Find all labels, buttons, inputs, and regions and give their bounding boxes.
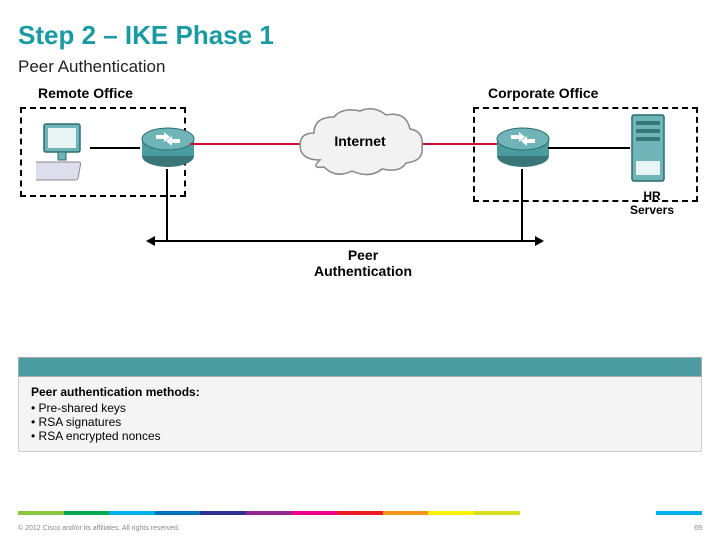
corp-down-line: [521, 169, 523, 241]
slide-title: Step 2 – IKE Phase 1: [18, 20, 702, 51]
remote-router-icon: [138, 119, 198, 179]
slide-subtitle: Peer Authentication: [18, 57, 702, 77]
pc-icon: [36, 122, 96, 192]
info-panel: Peer authentication methods: Pre-shared …: [18, 357, 702, 452]
remote-down-line: [166, 169, 168, 241]
internet-label: Internet: [330, 133, 390, 149]
copyright-text: © 2012 Cisco and/or its affiliates. All …: [18, 525, 180, 532]
corp-lan-line: [548, 147, 630, 149]
info-item: RSA encrypted nonces: [31, 429, 689, 443]
hr-servers-label: HR Servers: [628, 189, 676, 217]
arrow-left: [146, 236, 155, 246]
info-list: Pre-shared keys RSA signatures RSA encry…: [31, 401, 689, 443]
page-number: 69: [694, 525, 702, 532]
info-item: RSA signatures: [31, 415, 689, 429]
remote-office-label: Remote Office: [38, 85, 133, 101]
arrow-line: [155, 240, 535, 242]
info-item: Pre-shared keys: [31, 401, 689, 415]
server-icon: [626, 111, 672, 194]
arrow-right: [535, 236, 544, 246]
wan-link-left: [190, 143, 303, 145]
corporate-office-label: Corporate Office: [488, 85, 598, 101]
info-heading: Peer authentication methods:: [31, 385, 200, 399]
peer-auth-label: Peer Authentication: [308, 247, 418, 279]
network-diagram: Remote Office Corporate Office: [18, 87, 702, 287]
info-body: Peer authentication methods: Pre-shared …: [18, 377, 702, 452]
info-header-bar: [18, 357, 702, 377]
footer: © 2012 Cisco and/or its affiliates. All …: [18, 525, 702, 532]
corporate-router-icon: [493, 119, 553, 179]
footer-color-bar: [18, 511, 702, 515]
remote-lan-line: [90, 147, 140, 149]
